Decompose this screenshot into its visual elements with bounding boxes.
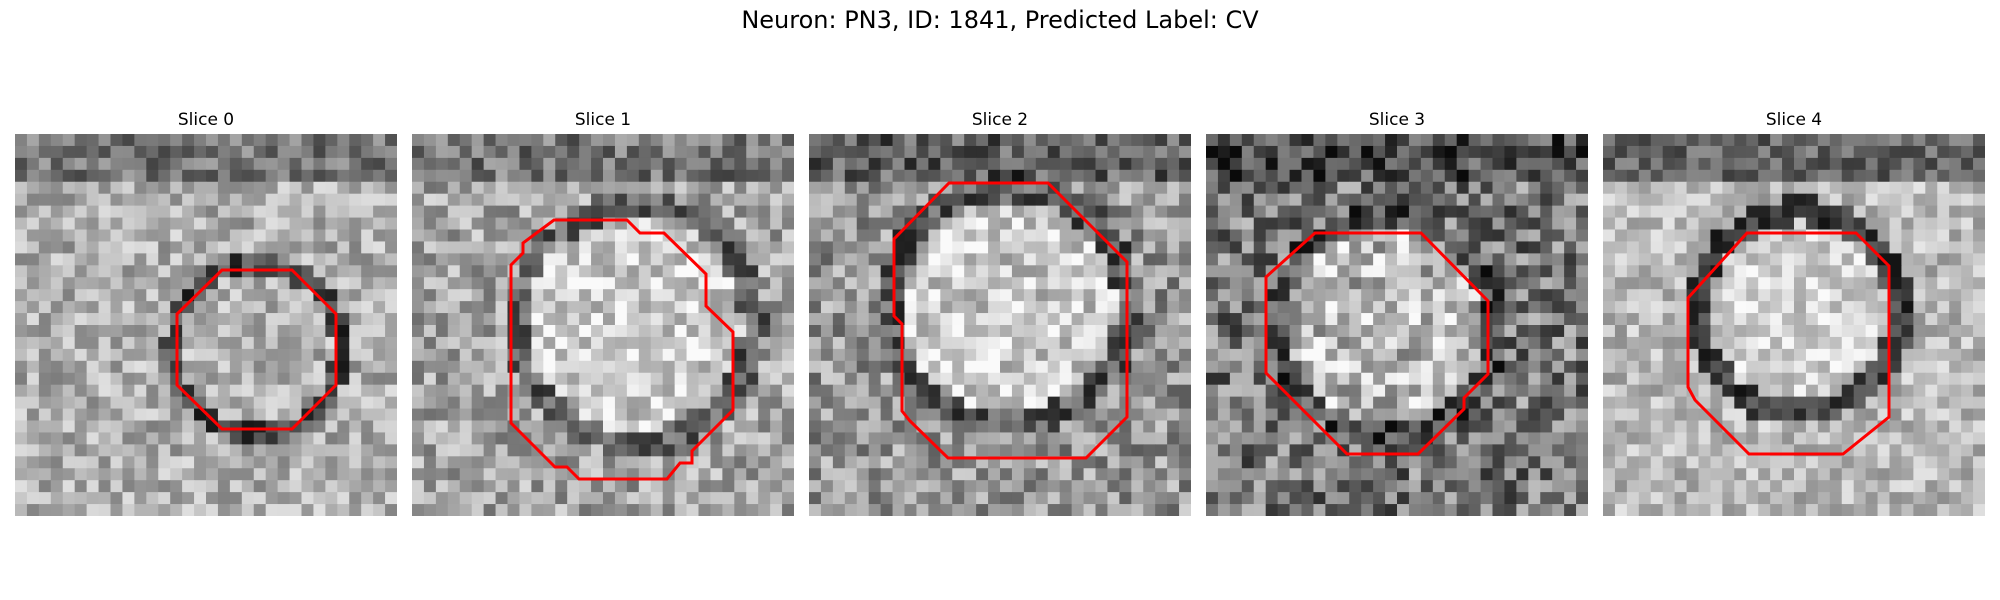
segmentation-contour (509, 218, 735, 481)
slice-image-1 (412, 134, 794, 516)
slice-image-4 (1603, 134, 1985, 516)
segmentation-contour (175, 268, 338, 431)
slice-title-0: Slice 0 (177, 110, 235, 130)
slice-panel-0: Slice 0 (15, 108, 397, 516)
segmentation-contour (1264, 231, 1490, 456)
segmentation-contour (1686, 231, 1891, 456)
slice-image-2 (809, 134, 1191, 516)
slice-panel-3: Slice 3 (1206, 108, 1588, 516)
slice-image-0 (15, 134, 397, 516)
segmentation-contour (892, 181, 1129, 460)
slice-panel-4: Slice 4 (1603, 108, 1985, 516)
slice-panel-2: Slice 2 (809, 108, 1191, 516)
slice-panel-1: Slice 1 (412, 108, 794, 516)
slice-image-3 (1206, 134, 1588, 516)
slice-title-3: Slice 3 (1368, 110, 1426, 130)
slice-title-1: Slice 1 (574, 110, 632, 130)
figure-title: Neuron: PN3, ID: 1841, Predicted Label: … (741, 6, 1259, 34)
slice-title-2: Slice 2 (971, 110, 1029, 130)
slice-title-4: Slice 4 (1765, 110, 1823, 130)
